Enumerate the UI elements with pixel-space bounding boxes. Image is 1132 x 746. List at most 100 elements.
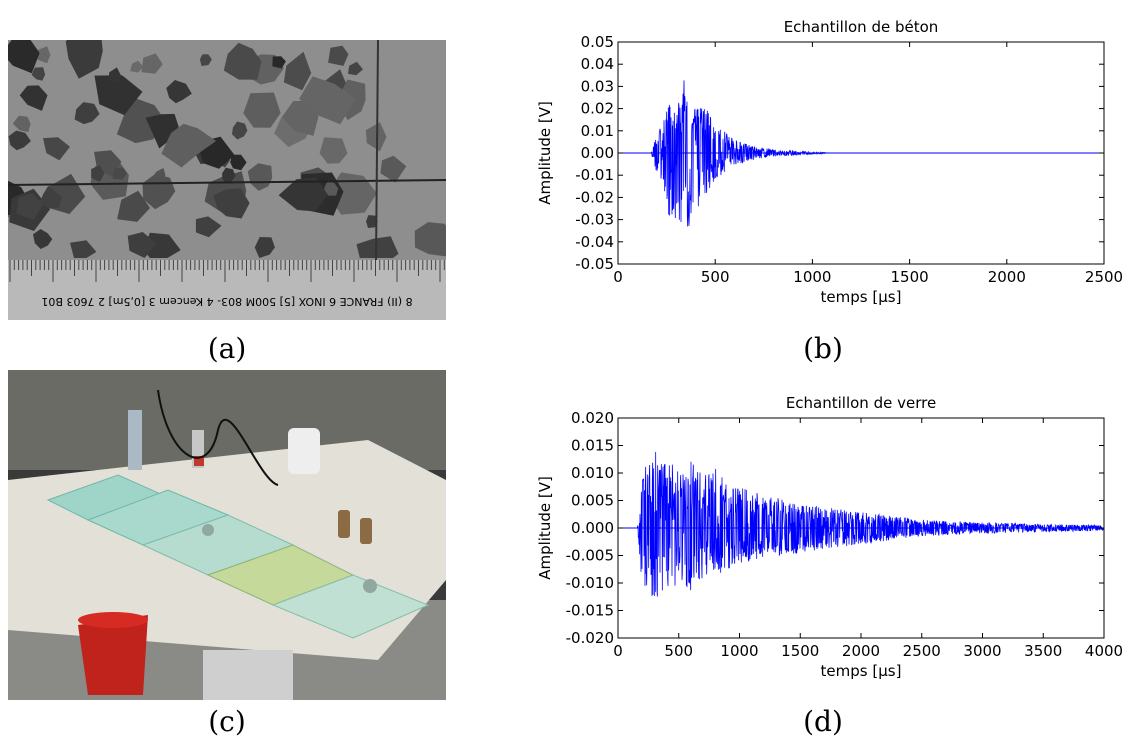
y-tick-label: 0.005 xyxy=(571,492,614,510)
x-tick-label: 0 xyxy=(613,642,623,660)
y-tick-label: 0.03 xyxy=(581,77,614,95)
y-tick-label: -0.04 xyxy=(575,233,614,251)
x-tick-label: 4000 xyxy=(1085,642,1123,660)
aggregate-stone xyxy=(323,179,339,196)
caption-b: (b) xyxy=(803,332,843,365)
aggregate-stone xyxy=(37,46,51,64)
aggregate-stone xyxy=(247,163,273,191)
y-tick-label: -0.005 xyxy=(566,547,614,565)
aggregate-stone xyxy=(127,232,157,258)
caption-a: (a) xyxy=(207,332,247,365)
chart-title: Echantillon de verre xyxy=(786,394,936,412)
x-tick-label: 2000 xyxy=(842,642,880,660)
aggregate-stone xyxy=(16,193,44,220)
y-tick-label: -0.010 xyxy=(566,574,614,592)
x-tick-label: 1500 xyxy=(781,642,819,660)
aggregate-stone xyxy=(232,121,248,140)
aggregate-stone xyxy=(39,185,62,209)
aggregate-stone xyxy=(243,92,281,128)
aggregate-stone xyxy=(161,123,217,168)
aggregate-stone xyxy=(195,216,222,238)
aggregate-stone xyxy=(112,167,127,180)
lab-bench-scene xyxy=(8,370,446,700)
aggregate-stone xyxy=(166,80,192,104)
x-axis-label: temps [µs] xyxy=(821,288,902,306)
ruler-text: 8 (II) FRANCE 6 INOX [5] 500M 803- 4 Ken… xyxy=(41,295,412,308)
caption-d: (d) xyxy=(803,705,843,738)
y-tick-label: 0.020 xyxy=(571,409,614,427)
x-tick-label: 3000 xyxy=(963,642,1001,660)
aggregate-stone xyxy=(199,54,212,66)
aggregate-stone xyxy=(328,45,349,66)
aggregate-stone xyxy=(326,172,377,215)
chart-title: Echantillon de béton xyxy=(784,18,939,36)
x-tick-label: 500 xyxy=(701,268,730,286)
x-tick-label: 0 xyxy=(613,268,623,286)
y-tick-label: 0.02 xyxy=(581,100,614,118)
y-tick-label: -0.03 xyxy=(575,211,614,229)
aggregate-stone xyxy=(19,85,48,111)
y-tick-label: -0.015 xyxy=(566,602,614,620)
y-tick-label: 0.00 xyxy=(581,144,614,162)
y-tick-label: -0.020 xyxy=(566,629,614,647)
y-tick-label: -0.01 xyxy=(575,166,614,184)
ruler-ticks xyxy=(9,260,445,282)
glass-signal-chart: Echantillon de verre 0.020 0.015 0.010 0.005… xyxy=(536,394,1123,680)
x-tick-label: 3500 xyxy=(1024,642,1062,660)
aggregate-stone xyxy=(74,102,100,125)
concrete-sample-photo: 8 (II) FRANCE 6 INOX [5] 500M 803- 4 Ken… xyxy=(8,40,446,320)
concrete-signal-chart: Echantillon de béton 0.05 0.04 0.03 0.02 0.01… xyxy=(536,18,1123,306)
aggregate-stone xyxy=(299,76,356,125)
aggregate-stone xyxy=(12,115,31,133)
y-tick-label: -0.05 xyxy=(575,255,614,273)
aggregate-stone xyxy=(272,56,286,69)
aggregate-stone xyxy=(223,42,262,80)
y-tick-label: 0.010 xyxy=(571,464,614,482)
aggregate-stone xyxy=(70,240,97,258)
x-tick-label: 1000 xyxy=(793,268,831,286)
aggregate-stone xyxy=(117,190,150,222)
aggregate-stone xyxy=(130,60,144,73)
y-axis-label: Amplitude [V] xyxy=(536,101,554,205)
y-tick-label: -0.02 xyxy=(575,188,614,206)
aggregate-stone xyxy=(380,155,407,183)
x-axis-label: temps [µs] xyxy=(821,662,902,680)
aggregate-stone xyxy=(145,113,179,149)
x-tick-label: 2000 xyxy=(988,268,1026,286)
x-tick-label: 2500 xyxy=(903,642,941,660)
aggregate-stone xyxy=(43,137,70,161)
aggregate-stone xyxy=(143,232,181,258)
aggregate-stone xyxy=(230,154,247,171)
concrete-texture: 8 (II) FRANCE 6 INOX [5] 500M 803- 4 Ken… xyxy=(8,40,446,320)
aggregate-stone xyxy=(141,53,163,74)
aggregate-stone xyxy=(222,167,236,184)
aggregate-stone xyxy=(33,229,53,249)
aggregate-stone xyxy=(356,236,399,258)
aggregate-stone xyxy=(278,177,329,212)
y-tick-label: 0.000 xyxy=(571,519,614,537)
aggregate-stone xyxy=(91,165,105,182)
caption-c: (c) xyxy=(208,705,246,738)
aggregate-stone xyxy=(8,130,31,151)
aggregate-stone xyxy=(319,137,348,164)
aggregate-stone xyxy=(65,40,103,79)
y-tick-label: 0.05 xyxy=(581,33,614,51)
aggregate-stone xyxy=(283,51,312,91)
y-axis-label: Amplitude [V] xyxy=(536,476,554,580)
signal-trace xyxy=(618,451,1104,597)
y-tick-label: 0.04 xyxy=(581,55,614,73)
x-tick-label: 500 xyxy=(664,642,693,660)
aggregate-stone xyxy=(366,215,378,228)
aggregate-stone xyxy=(94,75,143,116)
aggregate-stone xyxy=(348,61,363,76)
glass-samples-photo xyxy=(8,370,446,700)
aggregate-stone xyxy=(414,222,446,257)
x-tick-label: 1000 xyxy=(720,642,758,660)
x-tick-label: 2500 xyxy=(1085,268,1123,286)
y-tick-label: 0.01 xyxy=(581,122,614,140)
aggregate-stone xyxy=(108,67,122,84)
aggregate-stone xyxy=(213,188,250,219)
aggregate-stone xyxy=(31,67,46,81)
y-tick-label: 0.015 xyxy=(571,437,614,455)
x-tick-label: 1500 xyxy=(891,268,929,286)
